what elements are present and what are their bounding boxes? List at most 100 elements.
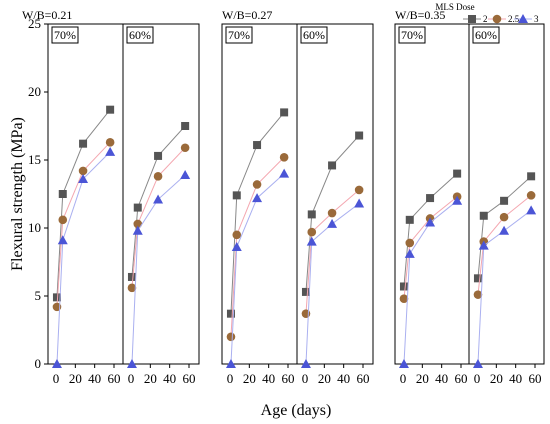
series-line [403,196,458,299]
data-point [52,293,61,302]
data-point [226,332,236,342]
panel-label-box [225,26,253,44]
series-3 [126,169,191,368]
series-2 [399,169,462,291]
x-tick-label: 20 [490,371,503,386]
series-line [230,156,285,337]
x-tick-label: 60 [282,371,295,386]
x-tick-label: 40 [262,371,275,386]
panel-label: 70% [225,26,253,44]
data-point [399,282,408,291]
panel-label-text: 70% [54,28,76,42]
data-point [300,359,311,368]
series-2 [127,122,190,281]
data-point [426,194,435,203]
series-line [230,112,285,314]
data-point [279,168,290,178]
series-line [477,194,532,295]
legend-marker [468,15,476,23]
data-point [499,225,510,235]
series-2.5 [127,143,190,293]
data-point [106,105,115,114]
data-point [306,236,317,246]
x-tick-label: 20 [144,371,157,386]
data-point [225,359,236,368]
data-point [307,227,317,237]
group-label: W/B=0.35 [395,8,445,22]
data-point [127,283,137,293]
panel-label-box [300,26,328,44]
data-point [181,122,190,130]
series-line [305,135,360,292]
x-tick-label: 60 [529,371,542,386]
data-point [479,211,488,220]
series-3 [300,198,365,368]
group-label: W/B=0.27 [222,8,272,22]
data-point [472,359,483,368]
legend: MLS Dose 2 2.5 3 [435,2,539,24]
panel-5: 0 20 40 60 70% [394,23,470,386]
x-tick-label: 60 [357,371,370,386]
x-tick-label: 20 [318,371,331,386]
data-point [78,166,88,176]
series-line [131,174,186,365]
y-tick-label: 25 [28,16,41,31]
data-point [327,208,337,218]
y-tick-label: 20 [28,84,41,99]
data-point [126,359,137,368]
data-point [280,108,289,117]
data-point [327,218,338,228]
group-label: W/B=0.21 [22,8,72,22]
data-point [279,152,289,162]
data-point [153,172,163,181]
data-point [180,143,190,153]
x-tick-label: 0 [227,371,234,386]
panel-label-text: 60% [303,28,325,42]
x-tick-label: 40 [337,371,350,386]
data-point [500,196,509,205]
data-point [355,131,364,140]
panel-1: 0 20 40 60 70% [47,23,124,386]
data-point [452,195,463,205]
panel-label-text: 70% [228,28,250,42]
series-line [56,151,111,365]
data-point [526,205,537,215]
series-line [305,203,360,365]
series-line [131,147,186,288]
data-point [232,191,241,200]
y-axis-title: Flexural strength (MPa) [9,117,26,271]
data-point [132,225,143,235]
data-point [105,138,115,147]
axes-layer: 0 5 10 15 20 25 [28,16,48,371]
y-tick-label: 5 [35,288,42,303]
legend-marker [518,14,528,23]
x-tick-label: 0 [128,371,135,386]
series-line [131,125,186,278]
data-point [301,287,310,296]
series-line [403,200,458,365]
data-point [79,139,88,148]
panel-label: 70% [398,26,426,44]
data-point [127,272,136,281]
data-point [405,238,415,248]
series-line [56,141,111,307]
series-3 [398,195,463,368]
y-tick-label: 0 [35,356,42,371]
data-point [153,194,164,204]
legend-label: 3 [534,14,539,24]
x-tick-label: 60 [108,371,121,386]
data-point [180,169,191,179]
panel-label-box [126,26,154,44]
data-point [473,274,482,283]
panel-6: 0 20 40 60 60% [468,23,545,386]
y-tick-label: 10 [28,220,41,235]
data-point [133,203,142,212]
series-line [56,109,111,298]
data-point [307,210,316,219]
data-point [133,219,143,229]
series-3 [472,205,537,368]
x-tick-label: 0 [302,371,309,386]
data-point [425,217,436,227]
